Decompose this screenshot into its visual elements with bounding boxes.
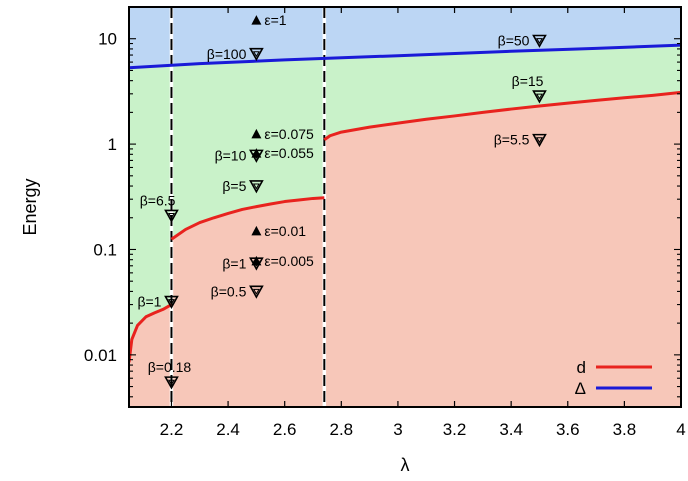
beta-marker-inner: [167, 299, 175, 306]
x-tick-label: 3.8: [613, 420, 637, 439]
beta-marker-inner: [535, 93, 543, 100]
series-line-d: [129, 303, 173, 363]
epsilon-marker: [251, 225, 262, 236]
annotation-label: β=15: [512, 73, 544, 89]
x-tick-label: 3.4: [499, 420, 523, 439]
beta-marker-inner: [252, 183, 260, 190]
annotation-label: β=50: [498, 33, 530, 49]
y-tick-label: 1: [108, 135, 117, 154]
x-axis-ticks: 2.2 2.4 2.6 2.8 3 3.2 3.4 3.6 3.8 4: [160, 7, 686, 439]
vertical-dashed-lines: [169, 7, 327, 407]
annotation-label: β=100: [207, 46, 247, 62]
beta-marker: [249, 180, 264, 194]
y-tick-label: 0.1: [93, 240, 117, 259]
annotation-label: ε=0.005: [264, 253, 314, 269]
annotation-label: β=0.18: [148, 359, 192, 375]
epsilon-marker: [251, 148, 262, 158]
annotation-label: β=0.5: [211, 283, 247, 299]
region-middle: [129, 45, 681, 363]
annotation-label: β=5: [222, 178, 246, 194]
annotation-label: β=1: [222, 255, 246, 271]
annotation-label: ε=0.01: [264, 223, 306, 239]
beta-marker-inner: [252, 288, 260, 295]
x-tick-label: 4: [676, 420, 685, 439]
x-tick-label: 3: [393, 420, 402, 439]
plot-frame: [128, 6, 682, 408]
beta-marker: [164, 295, 179, 309]
beta-marker: [249, 47, 264, 62]
beta-marker-inner: [167, 379, 175, 386]
annotation-label: β=10: [215, 147, 247, 163]
x-tick-label: 2.4: [216, 420, 240, 439]
x-tick-label: 2.2: [160, 420, 184, 439]
x-tick-label: 3.6: [556, 420, 580, 439]
beta-marker: [164, 376, 179, 390]
series-line-delta: [129, 43, 681, 70]
epsilon-marker: [251, 255, 262, 266]
x-tick-label: 2.6: [273, 420, 297, 439]
legend-label: d: [577, 358, 586, 377]
phase-regions: [129, 7, 681, 407]
beta-marker-inner: [252, 51, 260, 58]
beta-marker-inner: [535, 137, 543, 144]
y-axis-title: Energy: [20, 178, 40, 235]
x-tick-label: 2.8: [329, 420, 353, 439]
beta-marker: [532, 34, 547, 48]
beta-marker: [532, 90, 547, 104]
x-tick-label: 3.2: [443, 420, 467, 439]
annotation-label: ε=1: [264, 12, 286, 28]
beta-marker: [164, 209, 179, 223]
epsilon-marker: [251, 15, 262, 25]
epsilon-marker: [251, 128, 262, 139]
region-bottom: [129, 92, 681, 407]
beta-marker-inner: [167, 213, 175, 220]
legend: dΔ: [575, 358, 652, 398]
y-axis-ticks: 0.01 0.1 1 10: [84, 6, 681, 398]
annotation-label: β=6.5: [140, 193, 176, 209]
region-top: [129, 7, 681, 68]
beta-marker: [532, 133, 547, 148]
annotation-label: β=1: [137, 294, 161, 310]
series-curves: [129, 43, 681, 363]
series-line-d: [170, 196, 325, 241]
x-axis-title: λ: [401, 455, 410, 475]
beta-marker-inner: [535, 38, 543, 45]
series-line-d: [323, 90, 681, 141]
y-tick-label: 10: [98, 30, 117, 49]
annotation-label: ε=0.075: [264, 126, 314, 142]
beta-marker: [249, 285, 264, 299]
legend-label: Δ: [575, 379, 586, 398]
y-tick-label: 0.01: [84, 346, 117, 365]
annotation-label: β=5.5: [494, 132, 530, 148]
point-annotations: β=0.18 β=1 β=6.5 β=0.5 β=1 β=5 β=10 β=100 β=5.5 β…: [137, 12, 547, 390]
annotation-label: ε=0.055: [264, 145, 314, 161]
